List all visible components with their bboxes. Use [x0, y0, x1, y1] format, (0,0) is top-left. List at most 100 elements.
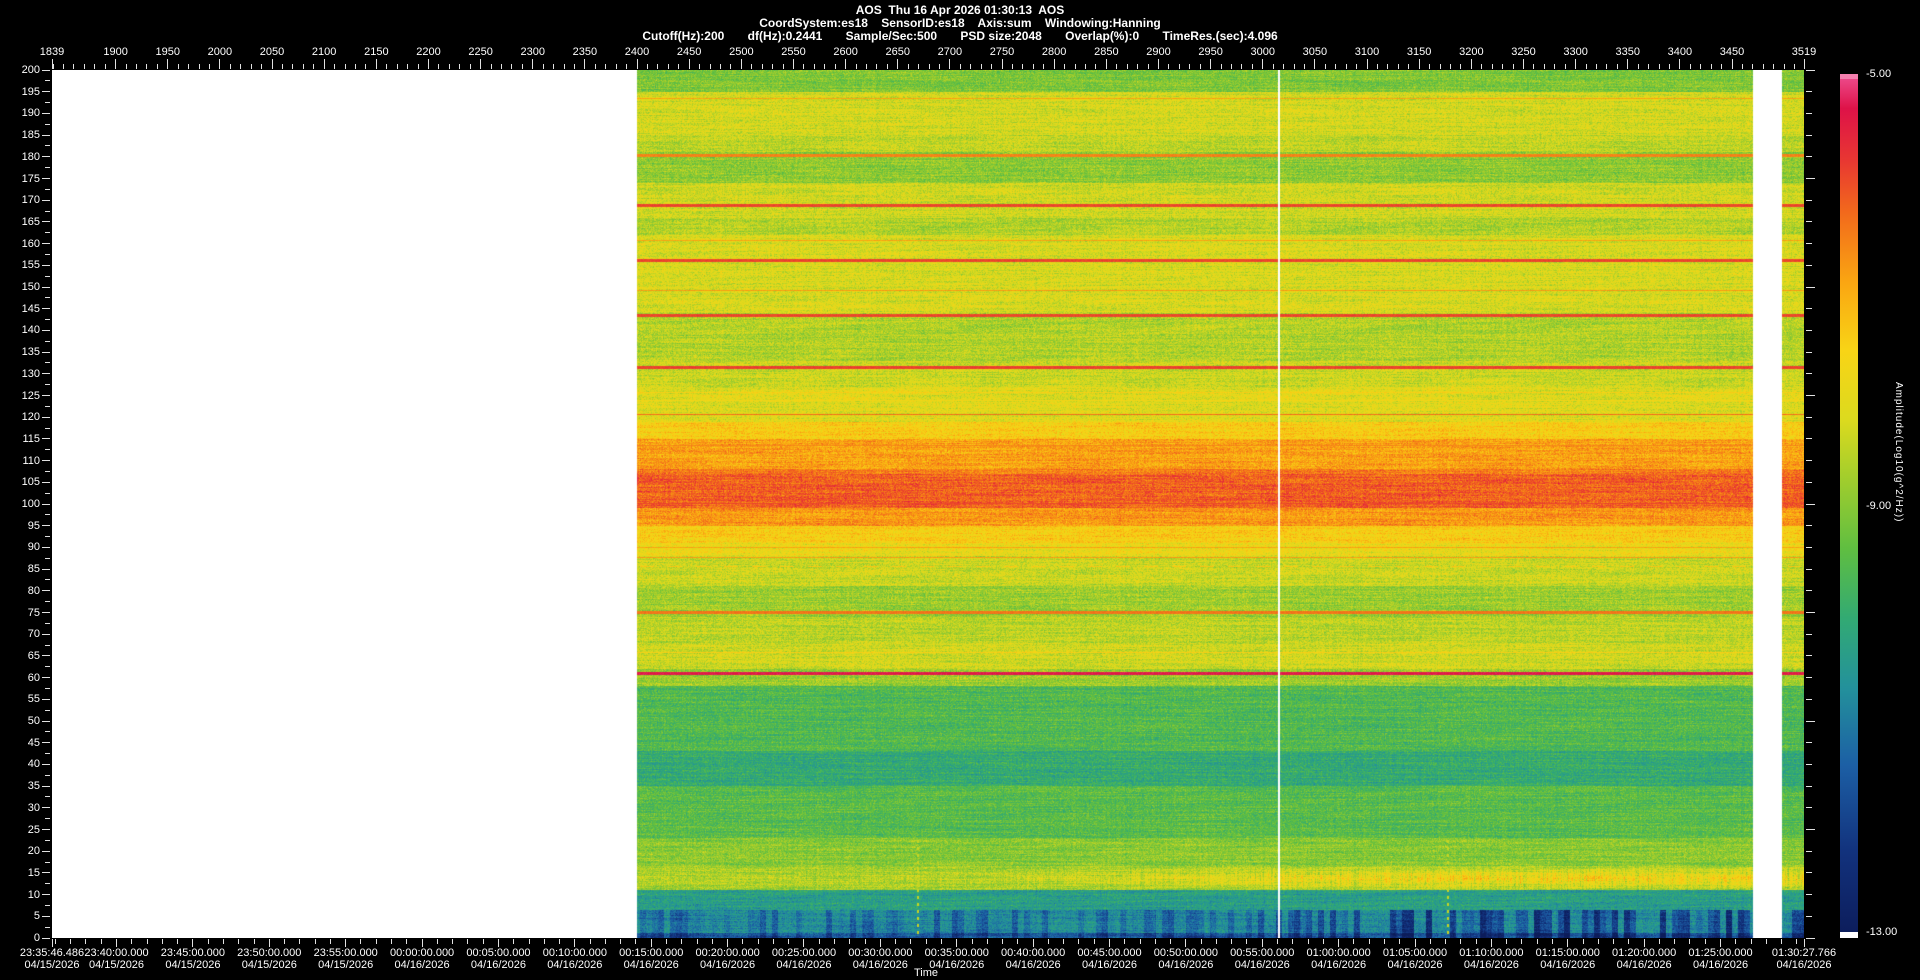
- record-axis-minor-tick: [981, 64, 982, 69]
- time-axis-label: 23:35:46.486 04/15/2026: [20, 947, 84, 971]
- record-axis-minor-tick: [386, 64, 387, 69]
- record-axis-minor-tick: [1022, 64, 1023, 69]
- freq-axis-minor-tick: [45, 384, 50, 385]
- record-axis-major-tick: [1575, 59, 1576, 69]
- record-axis-minor-tick: [1648, 64, 1649, 69]
- record-axis-label: 2600: [833, 46, 858, 58]
- time-label-date: 04/16/2026: [700, 959, 756, 971]
- record-axis-label: 3050: [1302, 46, 1328, 58]
- time-axis-major-tick: [803, 939, 804, 947]
- record-axis-major-tick: [480, 59, 481, 69]
- time-axis-minor-tick: [1292, 939, 1293, 944]
- freq-axis-label: 100: [21, 498, 40, 510]
- time-axis-minor-tick: [1399, 939, 1400, 944]
- freq-axis-major-tick: [42, 612, 50, 613]
- time-axis-minor-tick: [177, 939, 178, 944]
- freq-axis-minor-tick: [45, 362, 50, 363]
- freq-axis-label: 25: [27, 823, 40, 836]
- time-axis-minor-tick: [819, 939, 820, 944]
- record-axis-minor-tick: [1085, 64, 1086, 69]
- record-axis-minor-tick: [1012, 64, 1013, 69]
- record-axis-label: 2700: [937, 46, 963, 58]
- time-axis-major-tick: [1033, 939, 1034, 947]
- time-label-date: 04/15/2026: [241, 959, 297, 971]
- record-axis-major-tick: [1732, 59, 1733, 69]
- freq-axis-minor-tick: [45, 341, 50, 342]
- time-axis-minor-tick: [1689, 939, 1690, 944]
- record-axis-minor-tick: [1252, 64, 1253, 69]
- freq-axis-major-tick: [42, 200, 50, 201]
- freq-mirror-tick: [1806, 612, 1815, 613]
- record-axis-minor-tick: [1752, 64, 1753, 69]
- freq-axis-minor-tick: [45, 211, 50, 212]
- freq-mirror-tick: [1806, 135, 1812, 136]
- freq-mirror-tick: [1806, 221, 1812, 222]
- time-axis-minor-tick: [513, 939, 514, 944]
- freq-axis-major-tick: [42, 894, 50, 895]
- freq-axis-label: 55: [27, 693, 40, 706]
- record-axis-minor-tick: [1460, 64, 1461, 69]
- time-axis-major-tick: [1491, 939, 1492, 947]
- record-axis-minor-tick: [1700, 64, 1701, 69]
- time-axis-minor-tick: [1552, 939, 1553, 944]
- time-axis-minor-tick: [1048, 939, 1049, 944]
- psd-params-line: Cutoff(Hz):200 df(Hz):0.2441 Sample/Sec:…: [642, 29, 1278, 43]
- record-axis-major-tick: [324, 59, 325, 69]
- time-axis-label: 00:45:00.000 04/16/2026: [1077, 947, 1141, 971]
- time-label-clock: 00:20:00.000: [695, 947, 760, 959]
- record-axis-major-tick: [219, 59, 220, 69]
- time-axis-minor-tick: [834, 939, 835, 944]
- freq-axis-label: 35: [27, 780, 40, 793]
- freq-axis-label: 115: [22, 432, 40, 445]
- record-axis-label: 3400: [1667, 46, 1693, 58]
- record-axis-minor-tick: [751, 64, 752, 69]
- time-label-date: 04/16/2026: [1081, 959, 1138, 971]
- record-axis-label: 1950: [155, 46, 180, 58]
- time-axis-minor-tick: [1796, 939, 1797, 944]
- time-axis-minor-tick: [666, 939, 667, 944]
- record-axis-minor-tick: [438, 64, 439, 69]
- record-axis-minor-tick: [53, 64, 54, 69]
- time-axis-minor-tick: [284, 939, 285, 944]
- time-axis-minor-tick: [972, 939, 973, 944]
- time-axis-minor-tick: [1017, 939, 1018, 944]
- record-axis-minor-tick: [345, 64, 346, 69]
- record-axis-minor-tick: [355, 64, 356, 69]
- record-axis-minor-tick: [63, 64, 64, 69]
- freq-mirror-tick: [1806, 156, 1812, 157]
- record-axis-minor-tick: [960, 64, 961, 69]
- time-axis-label: 01:30:27.766 04/16/2026: [1772, 947, 1836, 971]
- time-axis-minor-tick: [208, 939, 209, 944]
- time-label-date: 04/16/2026: [1776, 959, 1832, 971]
- record-axis-label: 3150: [1406, 46, 1432, 58]
- record-axis-minor-tick: [1168, 64, 1169, 69]
- freq-axis-major-tick: [42, 135, 50, 136]
- time-axis-minor-tick: [620, 939, 621, 944]
- spectrogram-plot[interactable]: [52, 70, 1804, 938]
- freq-axis-major-tick: [42, 156, 50, 157]
- record-axis-major-tick: [1262, 59, 1263, 69]
- freq-mirror-tick: [1806, 352, 1812, 353]
- record-axis-major-tick: [1314, 59, 1315, 69]
- freq-axis-label: 150: [21, 281, 40, 293]
- record-axis-major-tick: [1002, 59, 1003, 69]
- freq-axis-major-tick: [42, 569, 50, 570]
- time-axis-label: 00:20:00.000 04/16/2026: [695, 947, 759, 971]
- record-axis-minor-tick: [1638, 64, 1639, 69]
- record-axis-minor-tick: [803, 64, 804, 69]
- record-axis-major-tick: [1804, 59, 1805, 69]
- time-axis-major-tick: [574, 939, 575, 947]
- record-axis-minor-tick: [459, 64, 460, 69]
- record-axis-minor-tick: [1346, 64, 1347, 69]
- freq-axis-major-tick: [42, 786, 50, 787]
- freq-axis-minor-tick: [45, 319, 50, 320]
- time-axis-minor-tick: [544, 939, 545, 944]
- record-axis-minor-tick: [1033, 64, 1034, 69]
- freq-axis-minor-tick: [45, 297, 50, 298]
- time-axis-minor-tick: [315, 939, 316, 944]
- time-axis-minor-tick: [1353, 939, 1354, 944]
- record-axis-label: 2900: [1146, 46, 1171, 58]
- record-axis-label: 2500: [729, 46, 754, 58]
- record-axis-label: 3100: [1354, 46, 1380, 58]
- time-axis-minor-tick: [1476, 939, 1477, 944]
